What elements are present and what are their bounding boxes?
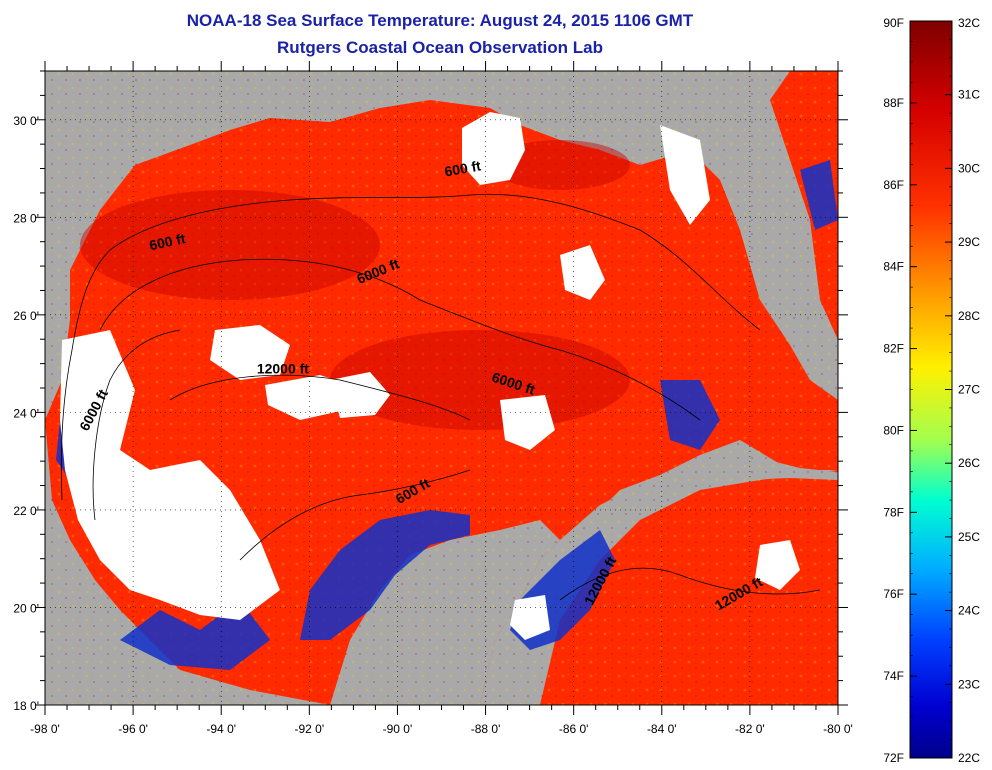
lon-tick-label: -84 0' (647, 722, 677, 736)
cloud-mask-southwest (60, 330, 280, 620)
cloud-mask-mid (330, 372, 390, 418)
lon-tick-label: -92 0' (295, 722, 325, 736)
cloud-mask-east (560, 245, 605, 300)
bathymetry-contours (60, 193, 821, 601)
colorbar-label-f: 84F (883, 260, 904, 274)
colorbar-label-c: 25C (958, 530, 980, 544)
contour-600ft-west (60, 249, 111, 501)
lat-tick-label: 26 0' (13, 309, 39, 323)
colorbar-label-c: 29C (958, 235, 980, 249)
cloud-mask-central-2 (265, 375, 350, 420)
lon-tick-label: -88 0' (471, 722, 501, 736)
cool-region-atlantic (800, 160, 838, 230)
colorbar-label-c: 28C (958, 309, 980, 323)
map-subtitle: Rutgers Coastal Ocean Observation Lab (277, 38, 603, 57)
lon-tick-label: -94 0' (206, 722, 236, 736)
colorbar-label-c: 27C (958, 383, 980, 397)
colorbar-label-c: 23C (958, 677, 980, 691)
cloud-mask-central (210, 325, 290, 380)
map-title: NOAA-18 Sea Surface Temperature: August … (186, 11, 694, 30)
contour-label: 600 ft (148, 230, 187, 253)
hot-region-west (80, 190, 380, 300)
colorbar-ticks (910, 20, 952, 759)
cloud-mask-mobile-bay (462, 112, 525, 185)
cloud-mask-east-2 (500, 395, 555, 450)
lon-tick-label: -96 0' (118, 722, 148, 736)
lat-tick-label: 22 0' (13, 504, 39, 518)
graticule (45, 71, 838, 705)
contour-600ft-north (109, 193, 761, 331)
colorbar-label-f: 88F (883, 96, 904, 110)
cool-region-florida-straits (660, 380, 720, 450)
colorbar-label-f: 82F (883, 342, 904, 356)
lon-tick-label: -80 0' (823, 722, 853, 736)
cloud-mask-caribbean (755, 540, 800, 590)
colorbar-label-c: 32C (958, 16, 980, 30)
colorbar: 90F 88F 86F 84F 82F 80F 78F 76F 74F 72F 32C 31C 30C… (883, 16, 980, 765)
colorbar-label-c: 22C (958, 751, 980, 765)
cloud-mask-yucatan (510, 595, 550, 640)
lat-tick-label: 28 0' (13, 211, 39, 225)
colorbar-label-c: 26C (958, 456, 980, 470)
hot-region-north (490, 140, 630, 190)
colorbar-label-f: 80F (883, 423, 904, 437)
colorbar-celsius-labels: 32C 31C 30C 29C 28C 27C 26C 25C 24C 23C 22C (958, 16, 980, 765)
latitude-labels: 18 0' 20 0' 22 0' 24 0' 26 0' 28 0' 30 0' (13, 114, 39, 713)
contour-6000ft-west (92, 329, 181, 521)
colorbar-label-c: 30C (958, 161, 980, 175)
colorbar-label-f: 78F (883, 505, 904, 519)
contour-6000ft (99, 258, 701, 421)
lon-tick-label: -82 0' (735, 722, 765, 736)
lat-tick-label: 20 0' (13, 601, 39, 615)
contour-600ft-campeche (239, 469, 471, 561)
colorbar-label-c: 31C (958, 88, 980, 102)
lat-tick-label: 24 0' (13, 406, 39, 420)
colorbar-fahrenheit-labels: 90F 88F 86F 84F 82F 80F 78F 76F 74F 72F (883, 16, 904, 765)
colorbar-label-f: 86F (883, 178, 904, 192)
lat-tick-label: 18 0' (13, 699, 39, 713)
lon-tick-label: -98 0' (30, 722, 60, 736)
cloud-mask-florida-shelf (660, 125, 710, 225)
contour-12000ft (169, 374, 471, 421)
colorbar-label-f: 90F (883, 16, 904, 30)
lon-tick-label: -90 0' (383, 722, 413, 736)
cool-region-campeche (300, 510, 470, 640)
colorbar-label-f: 76F (883, 587, 904, 601)
lat-tick-label: 30 0' (13, 114, 39, 128)
colorbar-label-f: 72F (883, 751, 904, 765)
map-ticks (35, 61, 848, 715)
colorbar-label-f: 74F (883, 669, 904, 683)
colorbar-label-c: 24C (958, 604, 980, 618)
contour-caribbean (559, 567, 821, 601)
hot-region-central (330, 330, 630, 430)
contour-label: 600 ft (443, 157, 482, 179)
lon-tick-label: -86 0' (559, 722, 589, 736)
contour-label: 12000 ft (257, 360, 309, 376)
longitude-labels: -98 0' -96 0' -94 0' -92 0' -90 0' -88 0' -86 … (30, 722, 853, 736)
